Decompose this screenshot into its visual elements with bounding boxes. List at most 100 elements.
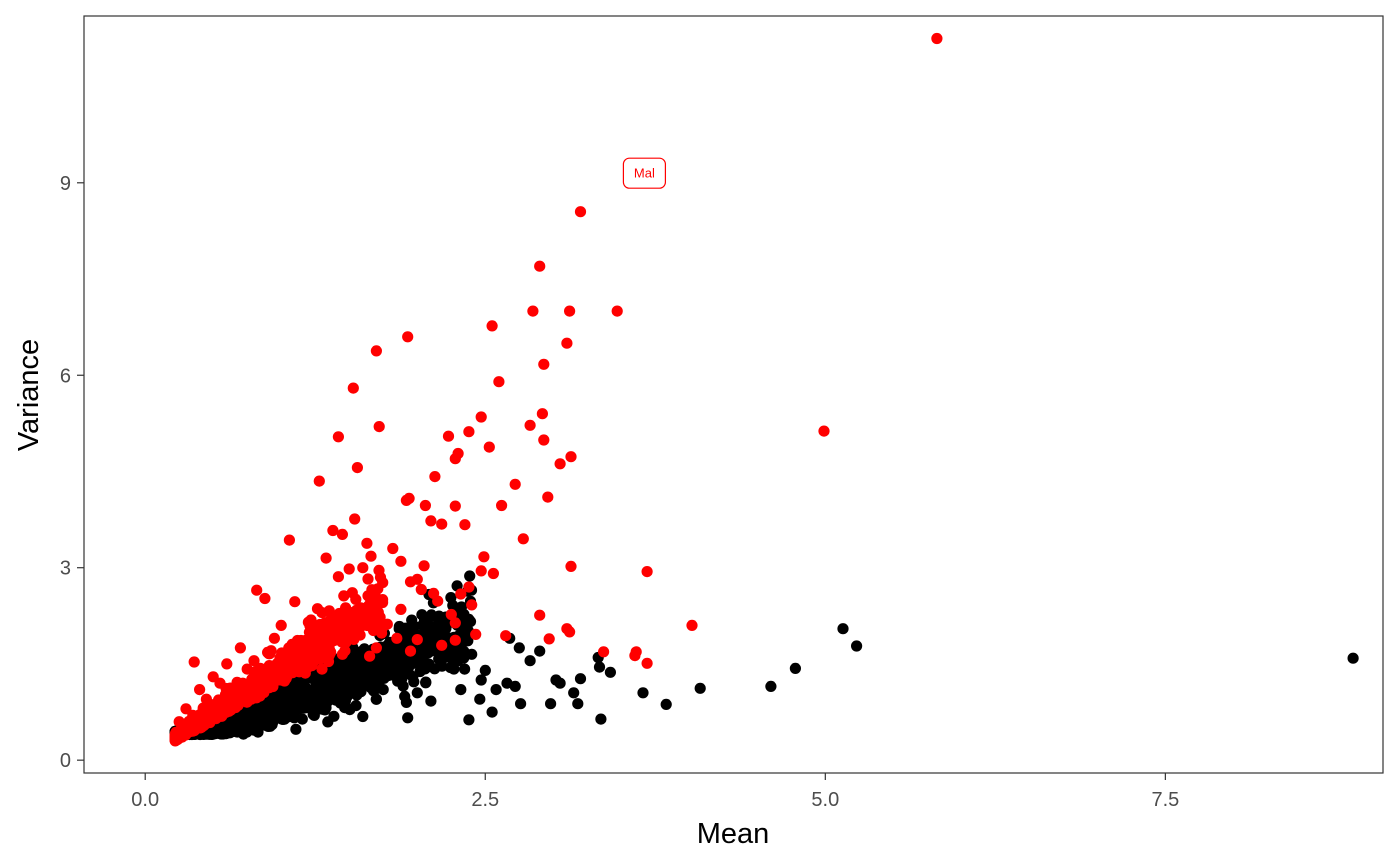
highlighted-point — [487, 567, 499, 580]
highlighted-point — [404, 645, 417, 657]
highlighted-point — [365, 550, 377, 562]
data-point — [593, 661, 606, 673]
data-point — [403, 668, 415, 680]
highlighted-point — [449, 617, 461, 629]
highlighted-point — [241, 663, 253, 675]
highlighted-point — [418, 560, 430, 572]
highlighted-point — [598, 646, 610, 658]
highlighted-point — [364, 650, 376, 662]
highlighted-point — [367, 624, 380, 637]
highlighted-point — [449, 634, 461, 646]
data-point — [269, 701, 281, 713]
highlighted-point — [463, 426, 475, 438]
highlighted-point — [251, 584, 263, 596]
x-tick-label: 7.5 — [1151, 789, 1179, 811]
data-point — [350, 700, 362, 712]
highlighted-point — [336, 648, 348, 660]
data-point — [344, 655, 356, 668]
highlighted-point — [357, 562, 369, 574]
data-point — [452, 655, 464, 667]
highlighted-point — [463, 581, 475, 593]
x-tick-label: 5.0 — [811, 789, 839, 811]
highlighted-point — [455, 588, 467, 600]
highlighted-point — [415, 583, 427, 596]
highlighted-point — [192, 720, 204, 732]
highlighted-point — [175, 726, 187, 738]
data-point — [339, 702, 351, 714]
data-point — [393, 623, 405, 635]
highlighted-point — [262, 646, 274, 659]
highlighted-point — [381, 618, 393, 630]
highlighted-point — [629, 650, 641, 662]
data-point — [475, 674, 487, 686]
data-point — [524, 655, 536, 667]
data-point — [397, 680, 409, 692]
data-point — [374, 653, 386, 665]
highlighted-point — [436, 639, 448, 651]
x-tick-label: 2.5 — [471, 789, 499, 811]
highlighted-point — [475, 411, 487, 423]
data-point — [438, 651, 451, 664]
data-point — [572, 698, 584, 710]
highlighted-point — [509, 478, 521, 490]
highlighted-point — [478, 551, 490, 563]
highlighted-point — [241, 680, 253, 692]
highlighted-point — [250, 680, 262, 692]
y-tick-label: 0 — [60, 750, 71, 772]
highlighted-point — [283, 534, 295, 546]
highlighted-point — [493, 376, 505, 388]
data-point — [604, 666, 617, 678]
highlighted-point — [374, 571, 387, 583]
data-point — [425, 609, 437, 621]
highlighted-point — [323, 650, 335, 662]
data-point — [515, 698, 527, 710]
data-point — [694, 682, 706, 694]
highlighted-point — [536, 408, 549, 420]
data-point — [501, 677, 513, 689]
highlighted-point — [262, 668, 274, 680]
panel-border — [83, 15, 1384, 774]
highlighted-point — [347, 611, 359, 623]
data-point — [377, 684, 389, 696]
highlighted-point — [641, 657, 653, 669]
highlighted-point — [500, 630, 512, 642]
data-point — [447, 599, 459, 612]
highlighted-point — [538, 358, 550, 370]
data-point — [301, 695, 313, 707]
data-point — [357, 710, 369, 723]
data-point — [534, 645, 546, 657]
data-point — [420, 677, 432, 689]
highlighted-point — [268, 632, 280, 644]
data-point — [574, 673, 587, 685]
data-point — [266, 717, 278, 729]
data-point — [320, 690, 332, 702]
highlighted-point — [310, 646, 323, 658]
highlighted-point — [351, 462, 363, 474]
highlighted-point — [338, 590, 350, 602]
highlighted-point — [565, 451, 577, 463]
highlighted-point — [332, 431, 344, 443]
highlighted-point — [466, 599, 478, 611]
highlighted-point — [554, 458, 566, 470]
data-point — [660, 698, 672, 711]
data-point — [237, 723, 249, 735]
highlighted-point — [289, 596, 301, 608]
highlighted-point — [429, 471, 441, 483]
highlighted-point — [564, 305, 576, 317]
highlighted-point — [372, 606, 384, 618]
highlighted-point — [188, 656, 200, 668]
highlighted-point — [496, 499, 508, 512]
highlighted-point — [534, 260, 546, 272]
highlighted-point — [395, 555, 407, 567]
data-point — [851, 640, 863, 652]
highlighted-point — [194, 684, 206, 696]
highlighted-point — [400, 494, 412, 506]
highlighted-point — [373, 421, 385, 433]
data-point — [416, 646, 428, 658]
data-point — [355, 686, 367, 698]
data-point — [789, 662, 802, 675]
x-axis-title: Mean — [697, 818, 770, 850]
highlighted-point — [436, 518, 448, 530]
highlighted-point — [343, 563, 355, 575]
